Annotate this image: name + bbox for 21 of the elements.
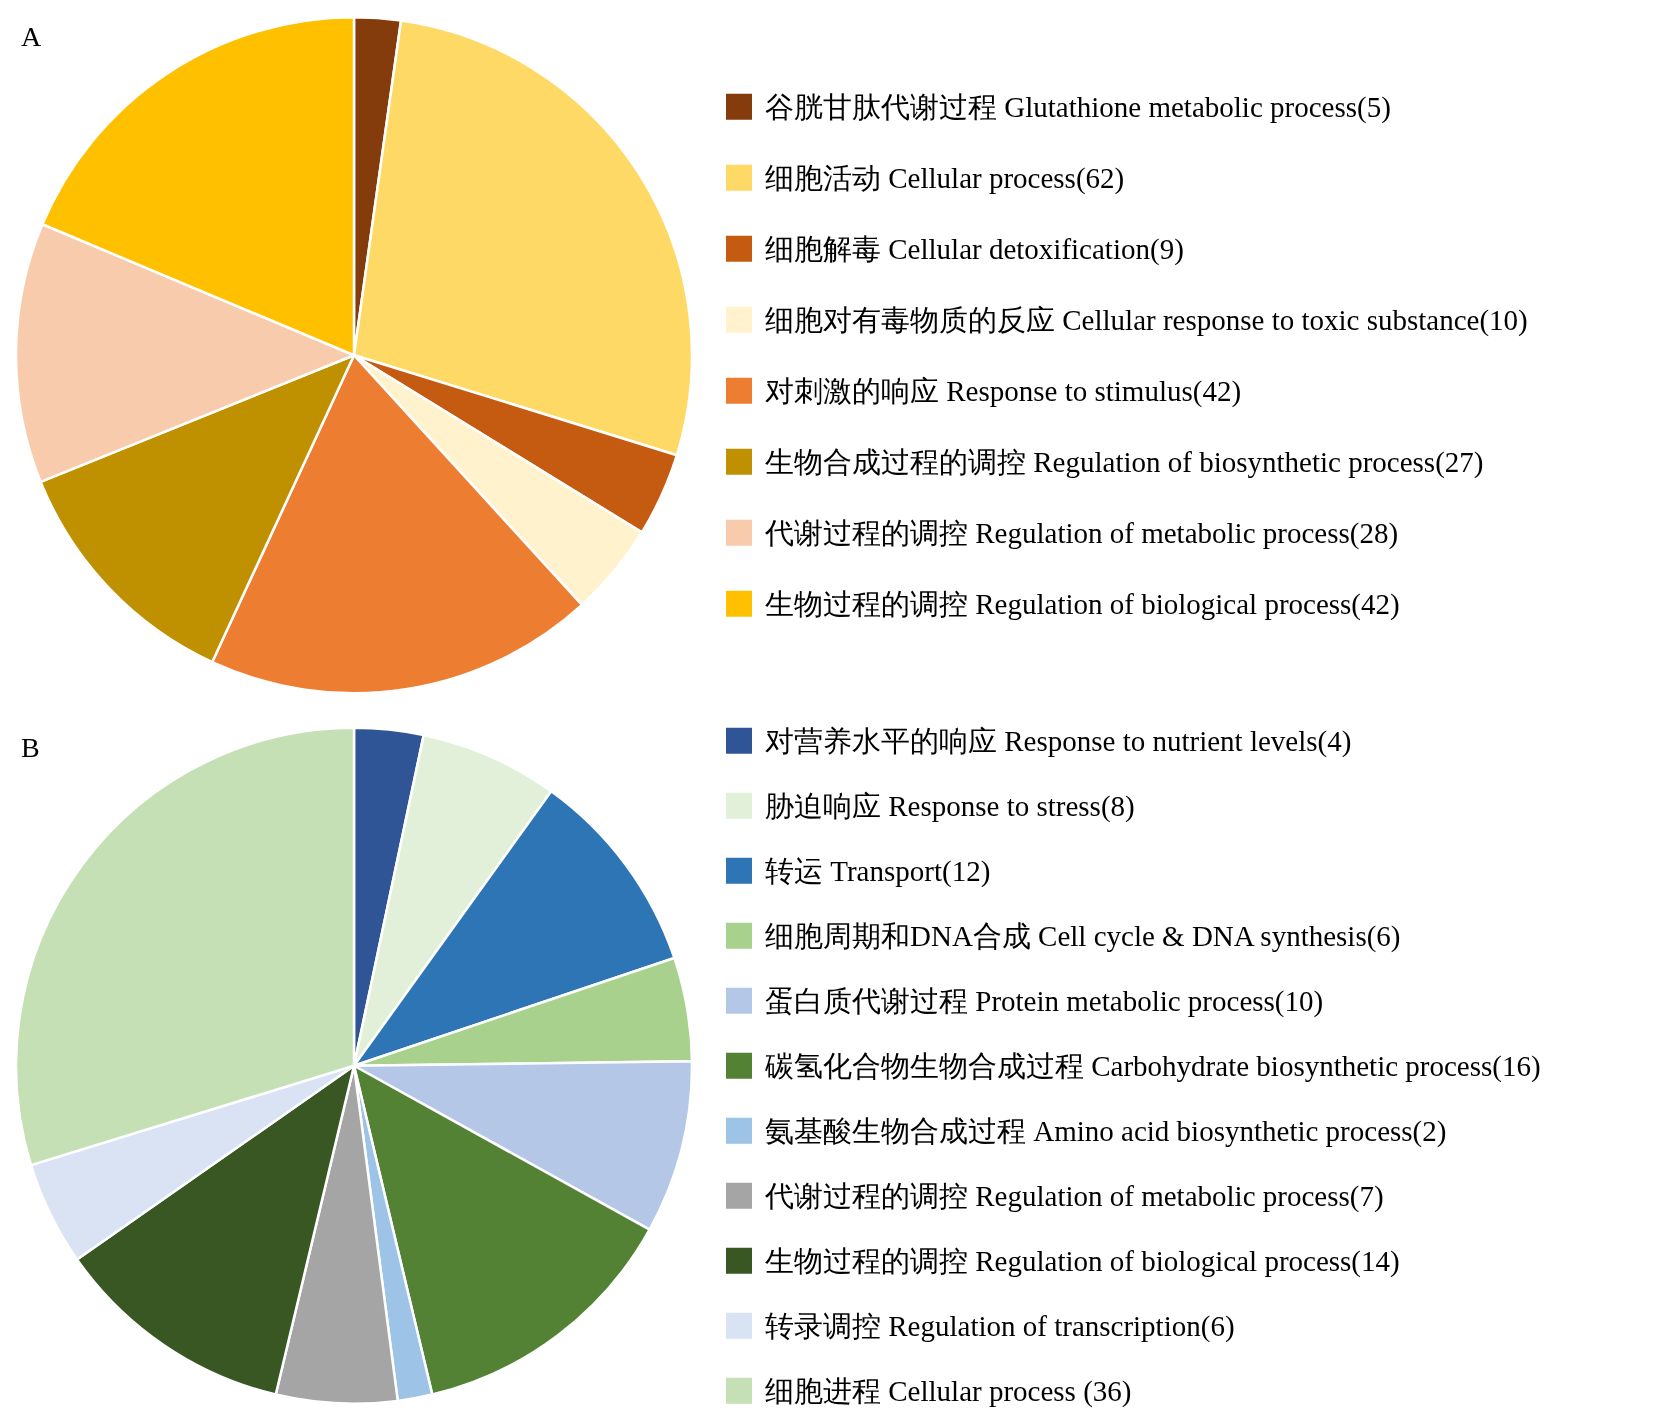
legend-label: 胁迫响应 Response to stress(8) (765, 789, 1135, 823)
legend-label: 蛋白质代谢过程 Protein metabolic process(10) (765, 984, 1324, 1018)
legend-label: 对营养水平的响应 Response to nutrient levels(4) (765, 724, 1352, 758)
legend-label: 细胞活动 Cellular process(62) (765, 161, 1125, 195)
legend-label: 代谢过程的调控 Regulation of metabolic process(7) (764, 1179, 1384, 1213)
legend-label: 细胞周期和DNA合成 Cell cycle & DNA synthesis(6) (765, 919, 1401, 953)
chart-title: A (21, 21, 42, 52)
legend-label: 生物过程的调控 Regulation of biological process(14) (765, 1244, 1400, 1278)
legend-label: 对刺激的响应 Response to stimulus(42) (765, 374, 1242, 408)
legend-label: 细胞解毒 Cellular detoxification(9) (765, 232, 1184, 266)
legend-label: 细胞进程 Cellular process (36) (765, 1374, 1132, 1408)
legend-label: 氨基酸生物合成过程 Amino acid biosynthetic process(2) (765, 1114, 1447, 1148)
legend-label: 碳氢化合物生物合成过程 Carbohydrate biosynthetic process(16) (764, 1049, 1541, 1083)
legend-label: 生物过程的调控 Regulation of biological process(42) (765, 587, 1400, 621)
legend-label: 细胞对有毒物质的反应 Cellular response to toxic substance(10) (765, 303, 1528, 337)
legend-label: 生物合成过程的调控 Regulation of biosynthetic process(27) (765, 445, 1484, 479)
chart-title: B (21, 731, 40, 763)
legend-label: 转录调控 Regulation of transcription(6) (765, 1309, 1235, 1343)
legend-label: 代谢过程的调控 Regulation of metabolic process(28) (764, 516, 1399, 550)
legend-label: 谷胱甘肽代谢过程 Glutathione metabolic process(5) (765, 90, 1391, 124)
legend-label: 转运 Transport(12) (765, 854, 991, 888)
